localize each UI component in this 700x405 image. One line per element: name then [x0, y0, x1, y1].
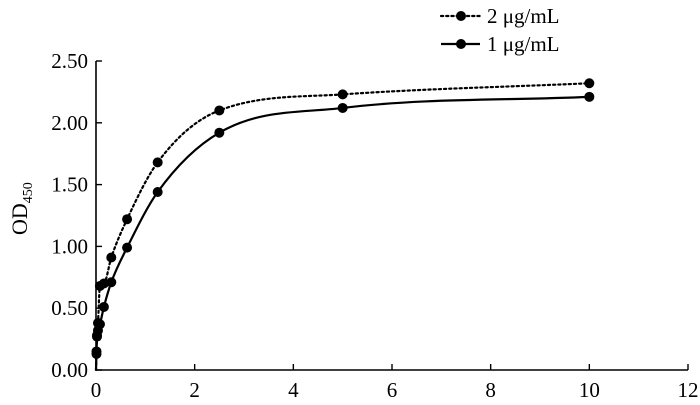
- y-axis-label: OD450: [7, 182, 36, 235]
- data-point: [94, 319, 105, 330]
- y-tick-label: 2.00: [51, 111, 88, 135]
- legend-label: 1 μg/mL: [487, 32, 560, 56]
- data-point: [584, 91, 595, 102]
- x-tick-label: 4: [288, 378, 299, 402]
- data-point: [122, 242, 133, 253]
- series-1: [91, 78, 595, 372]
- y-axis-label-subscript: 450: [21, 182, 36, 203]
- legend-item: 1 μg/mL: [441, 32, 560, 56]
- series-line: [94, 82, 591, 372]
- data-point: [106, 252, 117, 263]
- series-layer: [91, 78, 595, 372]
- x-tick-label: 12: [678, 378, 699, 402]
- data-point: [584, 78, 595, 89]
- data-point: [122, 214, 133, 225]
- x-ticks: 0 2 4 6 8 10 12: [91, 364, 699, 402]
- y-tick-label: 1.00: [51, 234, 88, 258]
- axes: [95, 61, 688, 371]
- data-point: [106, 277, 117, 288]
- data-point: [98, 301, 109, 312]
- data-point: [337, 89, 348, 100]
- legend-marker: [456, 39, 466, 49]
- data-point: [214, 105, 225, 116]
- series-line: [94, 95, 590, 371]
- data-point: [98, 278, 109, 289]
- data-point: [337, 102, 348, 113]
- data-point: [214, 127, 225, 138]
- x-tick-label: 2: [189, 378, 200, 402]
- y-tick-label: 0.00: [51, 358, 88, 382]
- data-point: [152, 187, 163, 198]
- legend-marker: [456, 11, 466, 21]
- x-tick-label: 8: [485, 378, 496, 402]
- y-tick-label: 2.50: [51, 49, 88, 73]
- y-ticks: 0.00 0.50 1.00 1.50 2.00 2.50: [51, 49, 102, 382]
- x-tick-label: 6: [387, 378, 398, 402]
- y-tick-label: 0.50: [51, 296, 88, 320]
- legend-item: 2 μg/mL: [439, 4, 560, 28]
- x-tick-label: 0: [91, 378, 102, 402]
- legend-label: 2 μg/mL: [487, 4, 560, 28]
- data-point: [152, 157, 163, 168]
- legend: 2 μg/mL 1 μg/mL: [439, 4, 560, 56]
- data-point: [91, 348, 102, 359]
- series-2: [91, 91, 595, 371]
- y-tick-label: 1.50: [51, 173, 88, 197]
- x-tick-label: 10: [579, 378, 600, 402]
- y-axis-label-main: OD: [7, 203, 32, 235]
